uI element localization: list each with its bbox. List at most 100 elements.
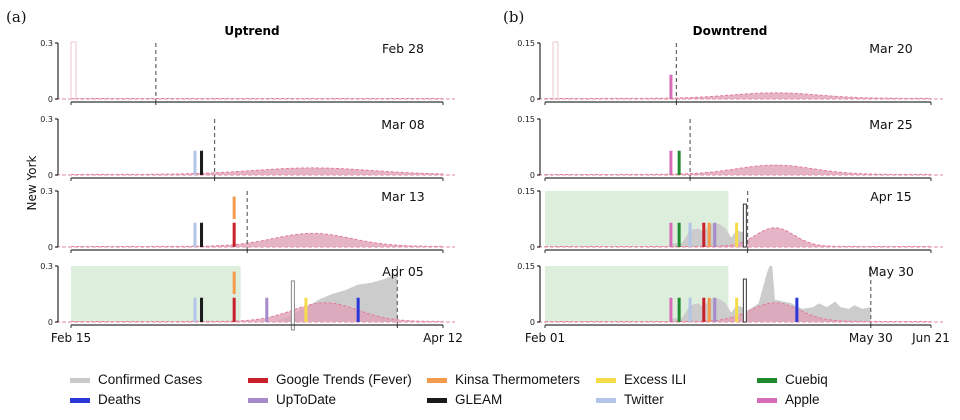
legend-item-uptodate: UpToDate [248, 392, 336, 407]
legend-swatch [427, 378, 447, 383]
signal-bar-apple [669, 222, 673, 247]
legend-item-twitter: Twitter [596, 392, 664, 407]
forecast-date-label: Mar 08 [381, 117, 425, 132]
signal-bar-cuebiq [677, 222, 681, 247]
signal-bar-apple [669, 150, 673, 175]
x-tick-label: May 30 [849, 331, 893, 345]
signal-bar-kinsa-thermometers [232, 271, 236, 294]
subplot-uptrend-mar-13: 0.3 0 Mar 13 [40, 187, 455, 253]
y-tick-label-max: 0.3 [40, 115, 53, 124]
column-title: Uptrend [224, 24, 279, 38]
forecast-area [71, 167, 443, 175]
legend-item-deaths: Deaths [70, 392, 141, 407]
legend-label: UpToDate [276, 392, 336, 407]
forecast-line [545, 302, 931, 322]
y-tick-label-zero: 0 [530, 243, 535, 252]
signal-bar-deaths [795, 297, 799, 322]
legend-swatch [757, 398, 777, 403]
y-tick-label-max: 0.3 [40, 187, 53, 196]
signal-bar-uptodate [265, 297, 269, 322]
legend-label: Deaths [98, 392, 141, 407]
y-tick-label-max: 0.15 [517, 39, 535, 48]
legend-label: GLEAM [455, 392, 502, 407]
subplot-uptrend-apr-05: 0.3 0 Apr 05 Feb 15 Apr 12 [40, 262, 463, 345]
legend-label: Cuebiq [785, 372, 828, 387]
y-axis-label: New York [25, 155, 39, 210]
y-tick-label-max: 0.15 [517, 187, 535, 196]
confirmed-cases-area [266, 273, 398, 322]
legend-swatch [596, 378, 616, 383]
subplot-downtrend-mar-25: 0.15 0 Mar 25 [517, 115, 943, 181]
subplot-uptrend-mar-08: 0.3 0 Mar 08 [40, 115, 455, 181]
signal-bar-twitter [193, 222, 197, 247]
signal-bar-twitter [193, 297, 197, 322]
separator-bar [290, 280, 295, 331]
training-shade [71, 266, 241, 322]
signal-bar-twitter [193, 150, 197, 175]
forecast-line [545, 164, 932, 175]
gleam-bar [742, 203, 747, 248]
legend-label: Kinsa Thermometers [455, 372, 580, 387]
signal-bar-uptodate [713, 222, 717, 247]
y-tick-label-zero: 0 [48, 243, 53, 252]
legend-item-cuebiq: Cuebiq [757, 372, 828, 387]
forecast-date-label: May 30 [868, 264, 914, 279]
legend-item-gleam: GLEAM [427, 392, 502, 407]
forecast-line [70, 167, 444, 175]
signal-bar-deaths [356, 297, 360, 322]
legend-item-google-trends-fever-: Google Trends (Fever) [248, 372, 412, 387]
gleam-bar [742, 278, 747, 323]
legend-swatch [248, 378, 268, 383]
forecast-date-label: Mar 20 [869, 41, 913, 56]
signal-bar-gleam [200, 222, 204, 247]
signal-bar-cuebiq [677, 297, 681, 322]
legend-swatch [70, 398, 90, 403]
ymax-marker [70, 41, 77, 100]
forecast-line [71, 302, 444, 322]
panel-label: (b) [503, 8, 524, 26]
signal-bar-excess-ili [735, 222, 739, 247]
signal-bar-twitter [688, 222, 692, 247]
signal-bar-google-trends-fever- [232, 297, 236, 322]
signal-bar-excess-ili [304, 297, 308, 322]
forecast-date-label: Mar 13 [381, 189, 424, 204]
x-tick-label: Jun 21 [911, 331, 950, 345]
signal-bar-kinsa-thermometers [232, 196, 236, 219]
subplot-downtrend-mar-20: 0.15 0 Mar 20 [517, 39, 943, 105]
legend-swatch [248, 398, 268, 403]
signal-bar-gleam [200, 150, 204, 175]
panel-label: (a) [6, 8, 27, 26]
legend-label: Apple [785, 392, 820, 407]
ymax-marker [552, 41, 559, 100]
legend-item-kinsa-thermometers: Kinsa Thermometers [427, 372, 580, 387]
legend-label: Twitter [624, 392, 664, 407]
legend-swatch [757, 378, 777, 383]
subplot-column-1: (b) Downtrend 0.15 0 Mar 20 0.15 0 Mar 25 0.15 0 A… [503, 8, 950, 345]
column-title: Downtrend [693, 24, 768, 38]
signal-bar-google-trends-fever- [702, 297, 706, 322]
legend-label: Excess ILI [624, 372, 686, 387]
forecast-area [545, 92, 931, 99]
subplot-uptrend-feb-28: 0.3 0 Feb 28 [40, 39, 455, 105]
signal-bar-kinsa-thermometers [707, 222, 711, 247]
confirmed-cases-area [668, 266, 871, 322]
forecast-date-label: Mar 25 [869, 117, 912, 132]
y-tick-label-zero: 0 [48, 171, 53, 180]
legend-swatch [427, 398, 447, 403]
y-tick-label-max: 0.15 [517, 115, 535, 124]
y-tick-label-zero: 0 [530, 318, 535, 327]
signal-bar-excess-ili [735, 297, 739, 322]
legend-item-excess-ili: Excess ILI [596, 372, 686, 387]
legend: Confirmed Cases Google Trends (Fever) Kins… [70, 372, 828, 407]
y-tick-label-max: 0.3 [40, 39, 53, 48]
legend-item-apple: Apple [757, 392, 820, 407]
legend-item-confirmed-cases: Confirmed Cases [70, 372, 203, 387]
y-tick-label-max: 0.3 [40, 262, 53, 271]
x-tick-label: Feb 01 [525, 331, 565, 345]
legend-label: Confirmed Cases [98, 372, 203, 387]
subplot-downtrend-apr-15: 0.15 0 Apr 15 [517, 187, 943, 253]
y-tick-label-zero: 0 [530, 171, 535, 180]
signal-bar-google-trends-fever- [702, 222, 706, 247]
subplot-downtrend-may-30: 0.15 0 May 30 Feb 01 May 30 Jun 21 [517, 262, 950, 345]
